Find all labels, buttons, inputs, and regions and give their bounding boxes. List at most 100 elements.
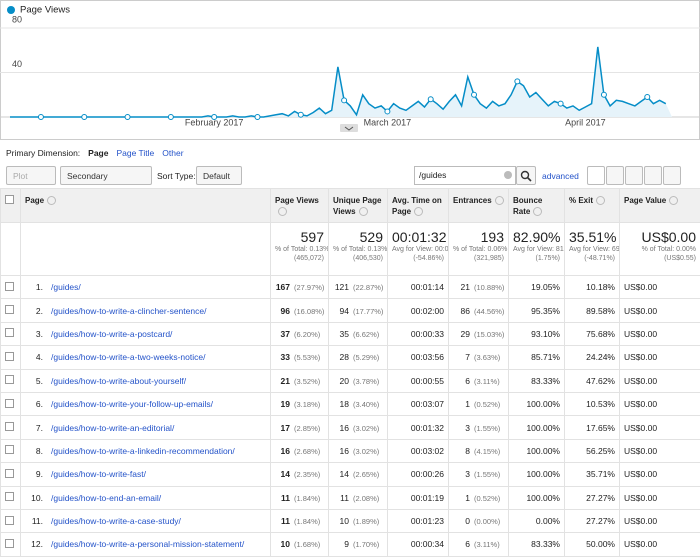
cell: 3(1.55%) [449, 463, 509, 486]
data-row: 9./guides/how-to-write-fast/14(2.35%)14(… [1, 463, 700, 486]
header-cell[interactable]: Unique Page Views [329, 189, 388, 223]
page-link[interactable]: /guides/how-to-write-a-postcard/ [51, 329, 172, 339]
page-link[interactable]: /guides/how-to-write-your-follow-up-emai… [51, 399, 213, 409]
search-text: /guides [419, 170, 446, 180]
point [255, 115, 260, 120]
cell-value: 20 [340, 376, 349, 386]
cell-value: 00:03:07 [411, 399, 444, 409]
help-icon [278, 207, 287, 216]
dimension[interactable]: Other [162, 148, 183, 158]
cell-percent: (1.55%) [474, 424, 504, 433]
advanced-link[interactable]: advanced [542, 171, 579, 181]
cell: 0(0.00%) [449, 509, 509, 532]
total-value: 529 [333, 229, 383, 245]
cell: 47.62% [565, 369, 620, 392]
checkbox[interactable] [5, 492, 14, 501]
cell: 21(3.52%) [271, 369, 329, 392]
cell: US$0.00 [620, 486, 700, 509]
cell-value: 33 [281, 352, 290, 362]
button[interactable]: Plot Rows [6, 166, 56, 185]
view-button[interactable] [644, 166, 662, 185]
cell-percent: (3.63%) [474, 353, 504, 362]
checkbox[interactable] [5, 399, 14, 408]
cell-percent: (5.53%) [294, 353, 324, 362]
cell-value: US$0.00 [624, 352, 657, 362]
header-cell[interactable]: Page Value [620, 189, 700, 223]
checkbox[interactable] [5, 352, 14, 361]
cell: 100.00% [509, 416, 565, 439]
cell: 00:01:32 [388, 416, 449, 439]
cell: 94(17.77%) [329, 299, 388, 322]
cell: US$0.00 [620, 346, 700, 369]
checkbox[interactable] [5, 195, 14, 204]
page-link[interactable]: /guides/how-to-write-a-case-study/ [51, 516, 181, 526]
cell-percent: (3.78%) [353, 377, 383, 386]
data-row: 4./guides/how-to-write-a-two-weeks-notic… [1, 346, 700, 369]
cell-value: 14 [340, 469, 349, 479]
checkbox[interactable] [5, 469, 14, 478]
header-cell[interactable]: Page Views [271, 189, 329, 223]
view-button[interactable] [663, 166, 681, 185]
checkbox[interactable] [5, 516, 14, 525]
header-cell[interactable]: Entrances [449, 189, 509, 223]
header-cell[interactable]: Bounce Rate [509, 189, 565, 223]
checkbox[interactable] [5, 375, 14, 384]
cell-percent: (3.52%) [294, 377, 324, 386]
cell-value: 11 [281, 493, 290, 503]
checkbox[interactable] [5, 328, 14, 337]
dimension[interactable]: Page Title [116, 148, 154, 158]
search-button[interactable] [516, 166, 536, 185]
dropdown[interactable]: Secondary dimension [60, 166, 152, 185]
page-link[interactable]: /guides/how-to-write-fast/ [51, 469, 146, 479]
cell: 167(27.97%) [271, 276, 329, 299]
cell-percent: (3.02%) [353, 424, 383, 433]
cell: 56.25% [565, 439, 620, 462]
view-button[interactable] [625, 166, 643, 185]
dimension[interactable]: Page [88, 148, 108, 158]
cell-value: 00:01:32 [411, 423, 444, 433]
view-button[interactable] [606, 166, 624, 185]
x-tick-label: April 2017 [565, 117, 606, 127]
scroll-handle[interactable] [340, 124, 358, 132]
checkbox[interactable] [5, 282, 14, 291]
cell: 8(4.15%) [449, 439, 509, 462]
cell-value: 27.27% [586, 516, 615, 526]
view-button[interactable] [587, 166, 605, 185]
dropdown[interactable]: Default [196, 166, 242, 185]
page-link[interactable]: /guides/ [51, 282, 81, 292]
total-sub: (US$0.55) [624, 254, 696, 263]
page-link[interactable]: /guides/how-to-write-a-clincher-sentence… [51, 306, 206, 316]
page-link[interactable]: /guides/how-to-write-a-linkedin-recommen… [51, 446, 235, 456]
cell: 24.24% [565, 346, 620, 369]
page-link[interactable]: /guides/how-to-end-an-email/ [51, 493, 161, 503]
point [298, 112, 303, 117]
checkbox[interactable] [5, 422, 14, 431]
header-cell[interactable]: % Exit [565, 189, 620, 223]
point [168, 115, 173, 120]
header-cell[interactable]: Avg. Time on Page [388, 189, 449, 223]
search-box[interactable]: /guides [414, 166, 516, 185]
page-cell: 9./guides/how-to-write-fast/ [21, 463, 271, 486]
cell: 6(3.11%) [449, 369, 509, 392]
cell-percent: (0.52%) [474, 400, 504, 409]
cell-value: US$0.00 [624, 446, 657, 456]
page-link[interactable]: /guides/how-to-write-a-personal-mission-… [51, 539, 244, 549]
cell-value: 3 [465, 469, 470, 479]
cell-percent: (3.11%) [474, 540, 504, 549]
page-link[interactable]: /guides/how-to-write-a-two-weeks-notice/ [51, 352, 205, 362]
page-link[interactable]: /guides/how-to-write-an-editorial/ [51, 423, 174, 433]
legend-label[interactable]: Page Views [20, 5, 70, 16]
cell-value: 24.24% [586, 352, 615, 362]
checkbox[interactable] [5, 539, 14, 548]
page-cell: 2./guides/how-to-write-a-clincher-senten… [21, 299, 271, 322]
header-cell[interactable]: Page [21, 189, 271, 223]
cell: 9(1.70%) [329, 533, 388, 556]
y-tick-label: 80 [12, 14, 22, 24]
checkbox[interactable] [5, 305, 14, 314]
cell: 27.27% [565, 486, 620, 509]
page-cell: 7./guides/how-to-write-an-editorial/ [21, 416, 271, 439]
page-link[interactable]: /guides/how-to-write-about-yourself/ [51, 376, 186, 386]
row-number: 11. [25, 516, 43, 526]
checkbox[interactable] [5, 445, 14, 454]
row-number: 1. [25, 282, 43, 292]
